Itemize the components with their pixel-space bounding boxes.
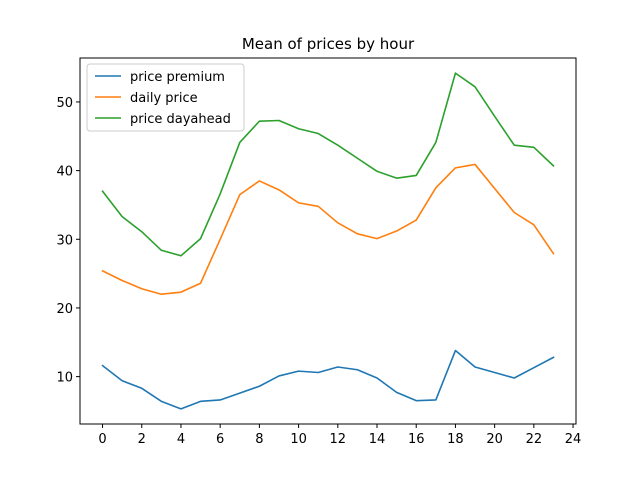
y-tick-label: 20 <box>56 302 73 317</box>
x-tick-label: 2 <box>138 432 146 447</box>
series-line-daily-price <box>101 163 555 296</box>
series-layer <box>101 72 555 410</box>
x-tick-label: 12 <box>330 432 347 447</box>
series-line-price-dayahead <box>101 72 555 257</box>
y-tick-label: 40 <box>56 165 73 180</box>
y-tick-label: 10 <box>56 371 73 386</box>
x-tick-label: 4 <box>177 432 185 447</box>
x-tick-label: 20 <box>486 432 503 447</box>
x-tick-label: 14 <box>369 432 386 447</box>
legend-label-price-premium: price premium <box>130 70 225 85</box>
chart-title: Mean of prices by hour <box>242 35 415 53</box>
x-tick-label: 24 <box>565 432 582 447</box>
series-line-price-premium <box>101 349 555 410</box>
x-tick-label: 16 <box>408 432 425 447</box>
legend-label-price-dayahead: price dayahead <box>130 112 231 127</box>
legend-label-daily-price: daily price <box>130 91 198 106</box>
y-tick-label: 50 <box>56 96 73 111</box>
x-tick-label: 8 <box>255 432 263 447</box>
y-tick-label: 30 <box>56 233 73 248</box>
x-tick-label: 10 <box>290 432 307 447</box>
x-tick-label: 22 <box>526 432 543 447</box>
legend: price premium daily price price dayahead <box>86 63 245 132</box>
x-tick-label: 18 <box>447 432 464 447</box>
x-tick-label: 0 <box>98 432 106 447</box>
legend-box <box>86 63 245 132</box>
plot-frame <box>79 57 577 425</box>
x-tick-label: 6 <box>216 432 224 447</box>
